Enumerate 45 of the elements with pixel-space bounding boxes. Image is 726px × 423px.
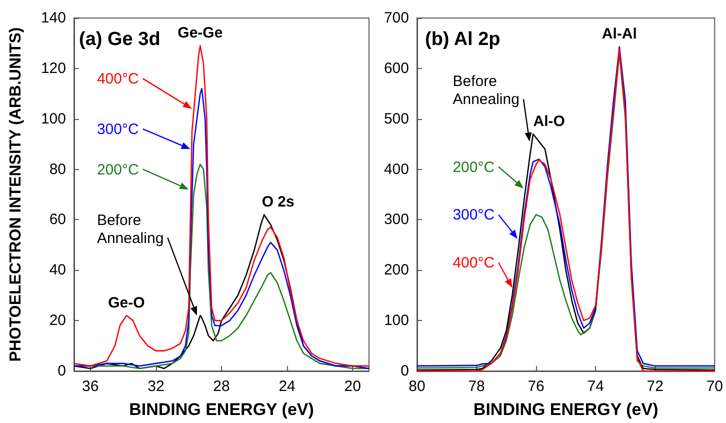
x-tick-label: 80 <box>408 378 426 395</box>
y-tick-label: 80 <box>49 160 66 178</box>
x-tick-label: 74 <box>587 378 604 395</box>
y-tick-label: 200 <box>384 262 409 279</box>
y-tick-label: 60 <box>49 211 66 228</box>
x-tick-label: 36 <box>82 378 99 395</box>
y-tick-label: 0 <box>400 362 409 380</box>
y-tick-label: 40 <box>49 262 66 279</box>
legend-label: 200°C <box>96 161 139 178</box>
y-tick-label: 300 <box>384 211 409 228</box>
text: 400°C <box>96 70 139 88</box>
y-tick-label: 140 <box>40 10 66 26</box>
annotation: Ge-O <box>108 294 146 312</box>
x-tick-label: 78 <box>468 378 485 395</box>
annotation: Al-O <box>533 112 566 130</box>
series-label: Before Annealing <box>452 73 520 108</box>
y-tick-label: 20 <box>49 312 66 330</box>
text: (b) Al 2p <box>425 29 500 50</box>
annotation: O 2s <box>262 194 294 211</box>
legend-label: 300°C <box>452 206 495 224</box>
y-tick-label: 100 <box>384 312 409 330</box>
y-tick-label: 600 <box>384 60 409 77</box>
x-tick-label: 32 <box>148 378 164 395</box>
y-tick-label: 400 <box>384 160 409 178</box>
x-tick-label: 24 <box>278 378 296 395</box>
legend-label: 400°C <box>452 254 495 272</box>
y-tick-label: 700 <box>384 10 409 26</box>
annotation: Al-Al <box>602 26 637 43</box>
x-tick-label: 76 <box>528 378 544 395</box>
legend-label: 200°C <box>452 158 495 176</box>
x-axis-title: BINDING ENERGY (eV) <box>129 400 314 419</box>
x-tick-label: 28 <box>213 378 230 395</box>
x-axis-title: BINDING ENERGY (eV) <box>473 400 658 419</box>
x-tick-label: 72 <box>646 378 664 395</box>
x-tick-label: 20 <box>344 378 361 395</box>
x-tick-label: 70 <box>706 378 723 395</box>
y-tick-label: 0 <box>58 362 66 380</box>
y-tick-label: 120 <box>40 60 66 77</box>
y-axis-title: PHOTOELECTRON INTENSITY (ARB.UNITS) <box>8 27 24 362</box>
y-tick-label: 500 <box>384 110 409 128</box>
text: (a) Ge 3d <box>79 29 160 50</box>
y-tick-label: 100 <box>40 110 66 128</box>
text: Before Annealing <box>96 212 164 247</box>
annotation: Ge-Ge <box>178 24 223 42</box>
legend-label: 300°C <box>96 120 139 138</box>
